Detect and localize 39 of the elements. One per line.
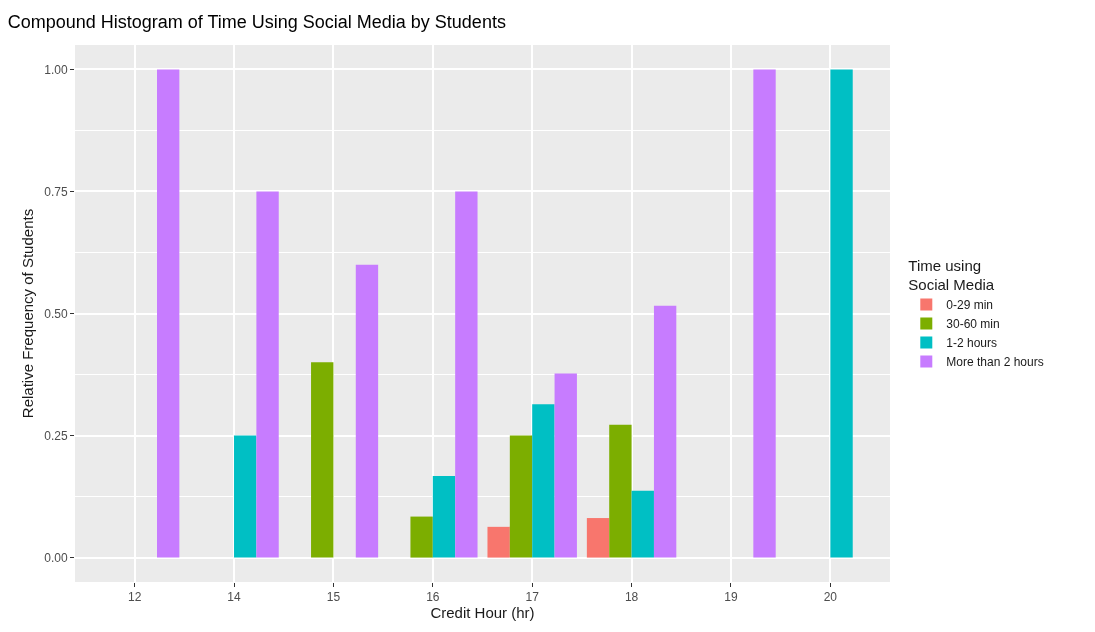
bar xyxy=(410,516,433,558)
bar xyxy=(487,526,510,558)
bar xyxy=(234,435,257,558)
x-tick-label: 17 xyxy=(525,590,540,605)
legend-label: 1-2 hours xyxy=(946,336,997,351)
x-tick-label: 18 xyxy=(624,590,639,605)
x-axis-title: Credit Hour (hr) xyxy=(430,604,535,622)
bar xyxy=(554,373,577,558)
legend-label: 0-29 min xyxy=(946,298,993,313)
x-tick-label: 15 xyxy=(326,590,341,605)
bar xyxy=(753,69,776,558)
y-tick-label: 0.50 xyxy=(44,306,68,321)
y-axis-title: Relative Frequency of Students xyxy=(19,208,37,419)
bar xyxy=(586,518,610,558)
bar xyxy=(355,264,379,558)
y-tick-label: 0.25 xyxy=(44,428,68,443)
bar xyxy=(653,305,677,558)
x-tick-label: 19 xyxy=(724,590,738,605)
legend-title: Time using Social Media xyxy=(908,256,995,293)
bar xyxy=(830,69,853,558)
bar xyxy=(509,435,533,558)
bar xyxy=(609,424,632,558)
bar xyxy=(432,476,456,558)
legend-label: 30-60 min xyxy=(946,317,1000,332)
bar xyxy=(455,191,478,558)
x-tick-label: 14 xyxy=(227,590,242,605)
y-tick-label: 0.75 xyxy=(44,184,68,199)
bar xyxy=(532,404,555,558)
bar xyxy=(256,191,279,558)
y-tick-label: 1.00 xyxy=(44,62,68,77)
x-tick-label: 20 xyxy=(823,590,838,605)
chart-title: Compound Histogram of Time Using Social Media by Students xyxy=(7,12,506,33)
bar xyxy=(311,362,334,558)
bar xyxy=(157,69,180,558)
x-tick-label: 16 xyxy=(426,590,440,605)
bar xyxy=(631,490,654,558)
legend-label: More than 2 hours xyxy=(946,355,1044,370)
y-tick-label: 0.00 xyxy=(44,550,68,565)
x-tick-label: 12 xyxy=(127,590,142,605)
